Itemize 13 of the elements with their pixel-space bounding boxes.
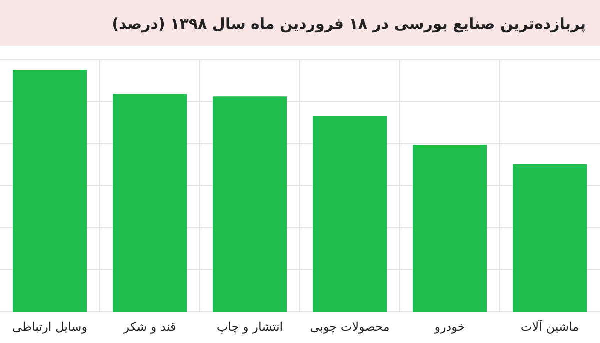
x-tick-label: محصولات چوبی — [310, 320, 390, 334]
bar — [313, 116, 387, 312]
bar — [513, 164, 587, 312]
x-tick-label: خودرو — [434, 320, 466, 334]
x-tick-label: انتشار و چاپ — [216, 320, 284, 334]
chart-title: پربازده‌ترین صنایع بورسی در ۱۸ فروردین ماه سال ۱۳۹۸ (درصد) — [112, 15, 586, 33]
bar — [113, 94, 187, 312]
bar — [413, 145, 487, 312]
x-tick-label: ماشین آلات — [520, 319, 580, 334]
bar — [213, 96, 287, 312]
x-tick-label: وسایل ارتباطی — [12, 320, 88, 334]
bar — [13, 70, 87, 312]
x-tick-label: قند و شکر — [122, 320, 176, 334]
